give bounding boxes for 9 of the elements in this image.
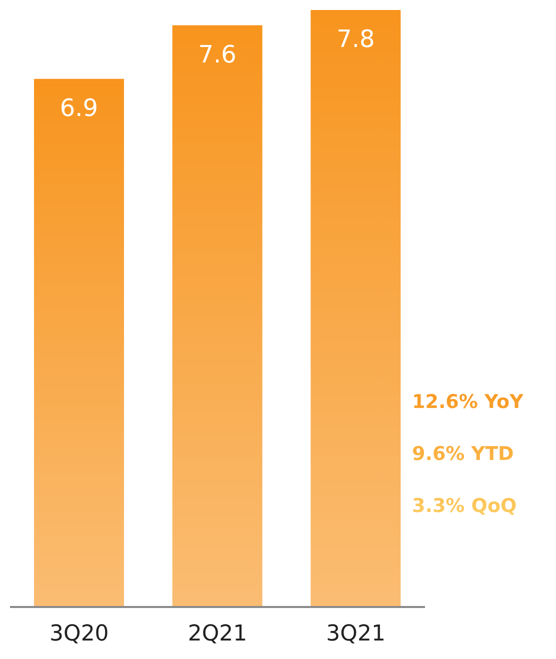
x-tick-label: 3Q20: [50, 622, 109, 647]
data-label: 6.9: [60, 94, 98, 122]
data-label: 7.6: [198, 40, 236, 68]
x-tick-label: 2Q21: [188, 622, 248, 647]
x-tick-label: 3Q21: [326, 622, 386, 647]
data-label: 7.8: [336, 25, 375, 54]
annotation: 3.3% QoQ: [412, 495, 517, 517]
annotation: 9.6% YTD: [412, 443, 514, 465]
annotation: 12.6% YoY: [412, 391, 524, 413]
